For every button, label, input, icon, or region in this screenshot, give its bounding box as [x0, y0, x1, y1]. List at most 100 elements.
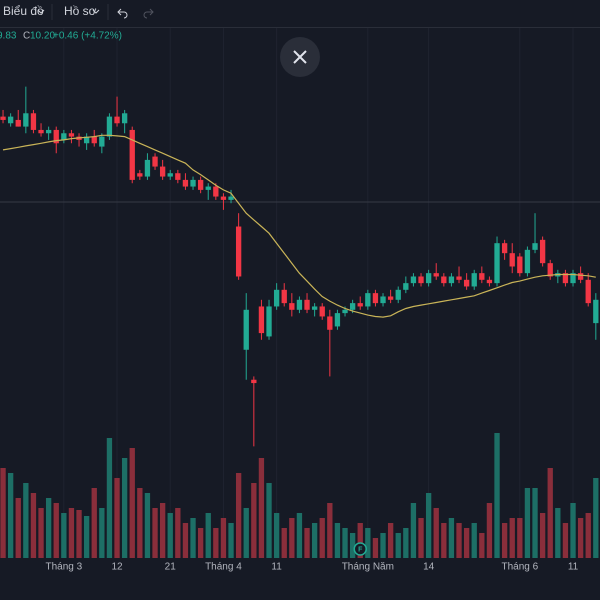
candle-body — [357, 303, 363, 307]
volume-bar — [387, 523, 394, 558]
candle-body — [53, 129, 59, 144]
candle-body — [403, 283, 409, 290]
volume-bar — [76, 510, 82, 558]
candle-body — [471, 273, 477, 287]
toolbar — [0, 0, 600, 27]
candle-body — [190, 179, 196, 187]
candle-body — [365, 293, 371, 307]
volume-bar — [486, 503, 493, 558]
candle-body — [532, 243, 538, 250]
volume-bar — [0, 468, 6, 558]
candle-body — [418, 276, 424, 284]
candle-body — [289, 303, 295, 310]
candle-body — [509, 253, 515, 267]
close-icon — [293, 50, 307, 64]
volume-bar — [106, 438, 113, 558]
candle-body — [486, 279, 493, 284]
candle-body — [144, 159, 151, 177]
volume-bar — [235, 473, 242, 558]
candle-body — [45, 129, 52, 134]
candle-body — [517, 256, 523, 274]
volume-bar — [281, 528, 287, 558]
candle-body — [68, 133, 75, 137]
volume-bar — [220, 518, 227, 558]
profile-menu[interactable]: Hồ sơ — [64, 4, 97, 18]
candle-body — [83, 136, 90, 144]
candle-body — [121, 113, 128, 124]
candle-body — [235, 226, 242, 277]
volume-bar — [418, 518, 424, 558]
x-tick-label: 14 — [423, 562, 435, 573]
candle-body — [266, 306, 272, 337]
candle-body — [182, 179, 189, 187]
volume-bar — [349, 533, 356, 558]
candle-body — [197, 179, 204, 190]
candle-body — [501, 243, 508, 254]
candle-body — [372, 293, 379, 304]
volume-bar — [319, 518, 325, 558]
volume-bar — [471, 523, 477, 558]
candle-body — [494, 243, 500, 284]
volume-bar — [577, 518, 584, 558]
candle-body — [137, 173, 143, 177]
volume-bar — [38, 508, 44, 558]
volume-bar — [15, 498, 21, 558]
candle-body — [167, 173, 173, 177]
candle-body — [380, 296, 386, 304]
candle-body — [463, 279, 470, 287]
volume-bar — [129, 448, 135, 558]
volume-bar — [30, 493, 37, 558]
candle-body — [61, 133, 67, 140]
volume-bar — [555, 508, 561, 558]
volume-bar — [456, 523, 462, 558]
candle-body — [334, 313, 341, 327]
volume-bar — [53, 503, 59, 558]
legend-close-label: C — [23, 31, 30, 42]
volume-bar — [372, 538, 379, 558]
candle-body — [311, 306, 318, 310]
candle-body — [273, 289, 280, 307]
candle-body — [0, 116, 6, 120]
volume-bar — [137, 488, 143, 558]
candle-body — [213, 186, 219, 197]
volume-bar — [509, 518, 515, 558]
candle-body — [228, 196, 234, 200]
volume-bar — [99, 508, 105, 558]
candle-body — [281, 289, 287, 304]
volume-bar — [144, 493, 151, 558]
candle-body — [570, 273, 576, 284]
volume-bar — [258, 458, 265, 558]
candle-body — [342, 309, 348, 314]
volume-bar — [289, 518, 295, 558]
x-tick-label: Tháng 6 — [501, 562, 538, 573]
candle-body — [7, 116, 14, 124]
candle-body — [296, 299, 303, 310]
chart-menu[interactable]: Biểu đồ — [3, 4, 44, 18]
volume-bar — [441, 523, 447, 558]
volume-bar — [273, 513, 280, 558]
undo-button[interactable] — [117, 8, 128, 19]
volume-bar — [334, 523, 341, 558]
redo-button[interactable] — [143, 8, 154, 19]
volume-bar — [159, 503, 166, 558]
volume-bar — [23, 483, 29, 558]
candle-body — [387, 296, 394, 300]
volume-bar — [539, 513, 546, 558]
volume-bar — [403, 528, 409, 558]
volume-bar — [114, 478, 120, 558]
candle-body — [23, 113, 29, 127]
event-marker — [353, 542, 367, 556]
volume-bar — [532, 488, 538, 558]
volume-bar — [463, 528, 470, 558]
x-tick-label: 21 — [165, 562, 177, 573]
volume-bar — [7, 473, 14, 558]
volume-bar — [524, 488, 531, 558]
chevron — [92, 9, 100, 14]
candle-body — [15, 119, 21, 127]
plot: F — [0, 86, 599, 558]
candle-body — [258, 306, 265, 334]
volume-bar — [197, 528, 204, 558]
volume-bar — [357, 523, 363, 558]
chevron — [37, 9, 45, 14]
